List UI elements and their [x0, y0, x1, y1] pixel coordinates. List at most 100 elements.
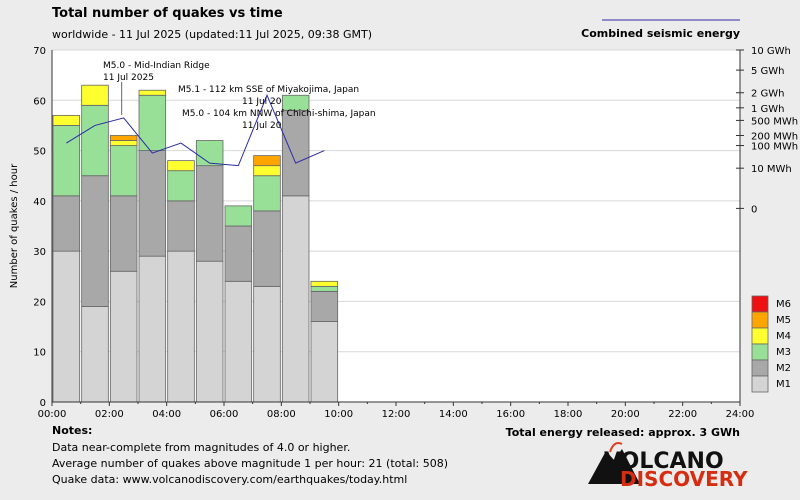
x-tick-label: 08:00: [267, 409, 296, 420]
bar-m1: [281, 195, 310, 403]
legend-swatch-m4: [751, 327, 769, 345]
legend-label-m2: M2: [776, 363, 791, 374]
annotation-date: 11 Jul 20: [242, 97, 282, 107]
bar-m3: [167, 170, 195, 202]
legend-label-m6: M6: [776, 299, 791, 310]
y-axis-label: Number of quakes / hour: [9, 163, 20, 288]
chart-title: Total number of quakes vs time: [52, 6, 283, 21]
energy-line-group: [66, 93, 325, 167]
energy-tick-label: 5 GWh: [751, 66, 785, 77]
bar-m1: [253, 285, 281, 403]
x-tick-label: 20:00: [611, 409, 640, 420]
bar-m1: [310, 321, 339, 403]
bar-m4: [310, 280, 339, 287]
bar-m2: [224, 225, 253, 282]
legend-swatch-m3: [751, 343, 769, 361]
bar-m4: [81, 84, 109, 106]
bar-m4: [253, 165, 281, 177]
x-tick-label: 16:00: [496, 409, 525, 420]
bar-m4: [52, 114, 81, 126]
x-tick-label: 24:00: [726, 409, 755, 420]
y-tick-label: 10: [33, 348, 46, 359]
y-tick-label: 0: [40, 398, 46, 409]
volcano-logo-icon: [588, 449, 640, 484]
bar-m3: [224, 205, 253, 227]
bar-m1: [195, 260, 224, 403]
y-tick-label: 40: [33, 197, 46, 208]
bar-m1: [109, 270, 138, 403]
legend-label-m1: M1: [776, 379, 791, 390]
bar-m2: [138, 150, 167, 257]
plot-area: [52, 50, 740, 402]
legend-swatch-m6: [751, 295, 769, 313]
bar-m3: [195, 140, 224, 167]
annotation-date: 11 Jul 2025: [103, 73, 154, 83]
bar-m2: [52, 195, 81, 252]
y-tick-label: 20: [33, 297, 46, 308]
bar-m3: [81, 104, 109, 177]
bar-m2: [81, 175, 109, 307]
legend-swatch-m5: [751, 311, 769, 329]
volcano-discovery-logo: VOLCANO DISCOVERY: [588, 442, 748, 491]
bar-m2: [310, 290, 339, 322]
bar-m3: [310, 285, 339, 292]
x-tick-label: 00:00: [38, 409, 67, 420]
annotation-title: M5.0 - 104 km NNW of Chichi-shima, Japan: [182, 109, 376, 119]
bar-m3: [52, 125, 81, 197]
bar-m5: [109, 135, 138, 141]
annotations-group: M5.0 - Mid-Indian Ridge 11 Jul 2025 M5.1 -…: [103, 61, 376, 131]
notes-heading: Notes:: [52, 424, 92, 437]
energy-tick-label: 1 GWh: [751, 104, 785, 115]
bar-m3: [109, 145, 138, 197]
bar-m4: [167, 160, 195, 172]
bar-m3: [281, 94, 310, 111]
bar-m3: [253, 175, 281, 212]
axes-group: 0 10 20 30 40 50 60 70 00:00 02:00 04:00 06:00 08:00…: [33, 46, 798, 420]
legend-label-m5: M5: [776, 315, 791, 326]
notes-line-2: Average number of quakes above magnitude…: [52, 457, 448, 470]
x-tick-label: 14:00: [439, 409, 468, 420]
bar-m2: [253, 210, 281, 287]
notes-line-1: Data near-complete from magnitudes of 4.…: [52, 441, 350, 454]
logo-word-volcano: VOLCANO: [604, 449, 724, 474]
energy-tick-label: 200 MWh: [751, 131, 798, 142]
annotation-title: M5.0 - Mid-Indian Ridge: [103, 61, 210, 71]
bar-m4: [109, 140, 138, 146]
annotation-date: 11 Jul 20: [242, 121, 282, 131]
bar-m1: [138, 255, 167, 403]
magnitude-legend: M6 M5 M4 M3 M2 M1: [751, 295, 791, 393]
x-tick-label: 22:00: [668, 409, 697, 420]
bar-m2: [195, 165, 224, 262]
bar-m1: [224, 280, 253, 403]
y-tick-label: 50: [33, 147, 46, 158]
bar-m2: [109, 195, 138, 272]
y-tick-label: 70: [33, 46, 46, 57]
annotation-title: M5.1 - 112 km SSE of Miyakojima, Japan: [178, 85, 359, 95]
bar-m3: [138, 94, 167, 151]
energy-tick-label: 100 MWh: [751, 142, 798, 153]
x-tick-label: 04:00: [152, 409, 181, 420]
legend-swatch-m1: [751, 375, 769, 393]
logo-word-discovery: DISCOVERY: [620, 467, 748, 491]
x-tick-label: 02:00: [95, 409, 124, 420]
volcano-logo-plume: [609, 442, 623, 453]
y-tick-label: 30: [33, 247, 46, 258]
notes-line-3: Quake data: www.volcanodiscovery.com/ear…: [52, 473, 407, 486]
bars-group: [52, 84, 339, 403]
y-tick-label: 60: [33, 96, 46, 107]
bar-m5: [253, 155, 281, 167]
bar-m4: [138, 89, 167, 96]
legend-label-m4: M4: [776, 331, 791, 342]
legend-swatch-m2: [751, 359, 769, 377]
energy-tick-label: 0: [751, 204, 757, 215]
bar-m2: [167, 200, 195, 252]
bar-m2: [281, 109, 310, 197]
x-tick-label: 06:00: [210, 409, 239, 420]
energy-tick-label: 10 GWh: [751, 46, 791, 57]
x-tick-label: 18:00: [554, 409, 583, 420]
x-tick-label: 10:00: [324, 409, 353, 420]
energy-tick-label: 2 GWh: [751, 89, 785, 100]
energy-legend-label: Combined seismic energy: [581, 27, 740, 40]
energy-tick-label: 10 MWh: [751, 164, 792, 175]
